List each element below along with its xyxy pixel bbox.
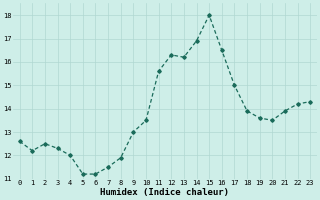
X-axis label: Humidex (Indice chaleur): Humidex (Indice chaleur) <box>100 188 229 197</box>
